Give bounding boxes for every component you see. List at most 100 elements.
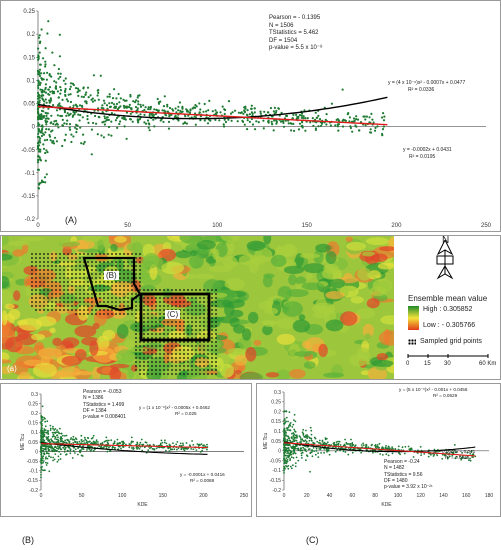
- data-point: [283, 460, 286, 463]
- data-point: [275, 119, 278, 122]
- grid-point: [195, 337, 197, 339]
- grid-point: [47, 273, 49, 275]
- grid-point: [163, 373, 165, 375]
- data-point: [139, 113, 142, 116]
- terrain-patch: [325, 319, 344, 332]
- data-point: [453, 444, 456, 446]
- grid-point: [175, 301, 177, 303]
- data-point: [250, 104, 253, 107]
- data-point: [351, 445, 353, 447]
- terrain-patch: [185, 274, 197, 279]
- terrain-patch: [282, 301, 303, 317]
- terrain-patch: [4, 303, 15, 310]
- data-point: [66, 449, 69, 452]
- grid-point: [175, 353, 177, 355]
- grid-point: [203, 313, 205, 315]
- data-point: [293, 446, 296, 448]
- grid-point: [147, 313, 149, 315]
- grid-point: [111, 313, 113, 315]
- data-point: [51, 439, 53, 442]
- data-point: [54, 453, 57, 455]
- data-point: [231, 111, 234, 114]
- data-point: [328, 453, 331, 456]
- data-point: [74, 452, 76, 454]
- data-point: [304, 434, 307, 437]
- grid-point: [199, 365, 201, 367]
- terrain-patch: [220, 236, 241, 242]
- grid-point: [107, 313, 109, 315]
- x-tick-label: 250: [240, 493, 249, 499]
- data-point: [53, 120, 56, 123]
- terrain-patch: [380, 315, 394, 325]
- data-point: [73, 438, 76, 441]
- data-point: [47, 431, 49, 433]
- data-point: [105, 436, 108, 439]
- grid-point: [75, 285, 77, 287]
- grid-point: [199, 325, 201, 327]
- x-tick-label: 50: [79, 493, 85, 499]
- grid-point: [187, 365, 189, 367]
- data-point: [52, 427, 54, 430]
- data-point: [42, 460, 45, 462]
- grid-point: [155, 349, 157, 351]
- data-point: [304, 117, 307, 120]
- data-point: [134, 101, 137, 104]
- grid-point: [135, 349, 137, 351]
- grid-point: [183, 341, 185, 343]
- data-point: [49, 97, 53, 100]
- data-point: [325, 443, 328, 446]
- grid-point: [63, 281, 65, 283]
- data-point: [46, 71, 49, 74]
- y-tick-label: 0: [278, 449, 281, 455]
- data-point: [45, 123, 48, 126]
- data-point: [72, 438, 74, 441]
- y-tick-label: -0.15: [21, 194, 35, 200]
- grid-point: [151, 365, 153, 367]
- data-point: [44, 420, 47, 423]
- grid-point: [63, 309, 65, 311]
- data-point: [291, 117, 294, 120]
- data-point: [105, 118, 108, 121]
- data-point: [128, 443, 131, 445]
- data-point: [455, 455, 458, 458]
- terrain-patch: [33, 268, 56, 282]
- terrain-patch: [383, 329, 391, 345]
- grid-point: [215, 349, 217, 351]
- data-point: [36, 168, 40, 171]
- grid-point: [59, 269, 61, 271]
- map-panel: (B) (C) (a) N Ensemble mean value High :…: [0, 235, 501, 380]
- grid-point: [79, 253, 81, 255]
- grid-point: [31, 265, 33, 267]
- y-tick-label: -0.15: [27, 478, 39, 484]
- grid-point: [71, 273, 73, 275]
- data-point: [167, 127, 171, 130]
- grid-point: [103, 293, 105, 295]
- data-point: [106, 439, 108, 442]
- data-point: [102, 99, 106, 102]
- grid-point: [163, 337, 165, 339]
- data-point: [54, 85, 58, 88]
- grid-point: [91, 265, 93, 267]
- data-point: [297, 128, 301, 131]
- grid-point: [139, 289, 141, 291]
- grid-point: [211, 353, 213, 355]
- data-point: [255, 120, 258, 123]
- grid-point: [179, 361, 181, 363]
- grid-point: [51, 301, 53, 303]
- data-point: [53, 136, 57, 139]
- data-point: [301, 124, 304, 127]
- stat-line: TStatistics = 5.462: [269, 30, 319, 36]
- data-point: [293, 129, 296, 132]
- data-point: [40, 471, 42, 473]
- data-point: [187, 110, 190, 113]
- grid-point: [115, 301, 117, 303]
- data-point: [128, 446, 131, 449]
- data-point: [283, 428, 285, 431]
- grid-point: [111, 301, 113, 303]
- data-point: [287, 465, 290, 467]
- stats-a: Pearson = - 0.1395 N = 1506 TStatistics …: [269, 15, 323, 53]
- grid-point: [83, 269, 85, 271]
- data-point: [44, 431, 46, 434]
- data-point: [229, 112, 233, 115]
- data-point: [59, 448, 62, 451]
